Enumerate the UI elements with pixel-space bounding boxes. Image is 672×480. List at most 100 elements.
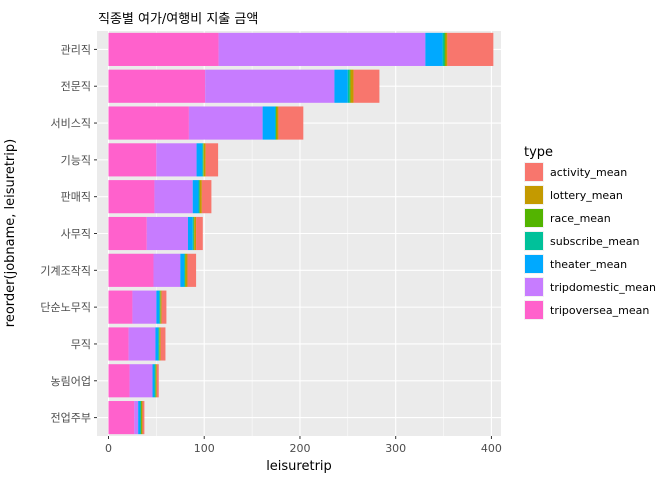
legend-swatch xyxy=(525,163,543,181)
bar-segment-activity_mean xyxy=(353,69,380,103)
legend-label: subscribe_mean xyxy=(550,235,640,248)
bar-segment-tripdomestic_mean xyxy=(154,180,193,214)
y-tick-label: 기능직 xyxy=(61,154,91,167)
bar-segment-subscribe_mean xyxy=(154,364,156,398)
bar-segment-activity_mean xyxy=(196,216,203,251)
bar-segment-tripdomestic_mean xyxy=(205,69,335,103)
bar-segment-activity_mean xyxy=(187,253,197,287)
bar-segment-subscribe_mean xyxy=(442,32,445,66)
bar-segment-activity_mean xyxy=(160,327,166,361)
bar-segment-tripoversea_mean xyxy=(108,253,154,287)
legend-swatch xyxy=(525,232,543,250)
y-tick-label: 전문직 xyxy=(61,80,91,93)
bar-segment-tripdomestic_mean xyxy=(129,364,153,398)
bar-segment-tripoversea_mean xyxy=(108,290,133,324)
y-tick-label: 전업주부 xyxy=(51,412,91,425)
bar-segment-tripdomestic_mean xyxy=(218,32,426,66)
bar-segment-tripoversea_mean xyxy=(108,69,206,103)
y-tick-label: 무직 xyxy=(71,338,91,351)
x-tick-label: 300 xyxy=(385,442,406,455)
bar-segment-lottery_mean xyxy=(185,253,188,287)
bar-segment-tripdomestic_mean xyxy=(188,106,263,140)
bar-segment-tripdomestic_mean xyxy=(146,216,188,251)
chart-title: 직종별 여가/여행비 지출 금액 xyxy=(98,11,258,27)
bar-segment-lottery_mean xyxy=(350,69,354,103)
bar-segment-subscribe_mean xyxy=(192,216,194,251)
legend-label: tripdomestic_mean xyxy=(550,281,656,294)
legend-swatch xyxy=(525,278,543,296)
y-axis-title: reorder(jobname, leisuretrip) xyxy=(3,139,18,327)
bar-segment-theater_mean xyxy=(192,180,199,214)
bar-segment-subscribe_mean xyxy=(347,69,350,103)
bar-segment-lottery_mean xyxy=(203,143,206,177)
bar-segment-race_mean xyxy=(444,32,446,66)
bar-segment-theater_mean xyxy=(155,327,159,361)
legend: type activity_mean lottery_mean race_means… xyxy=(524,145,656,320)
y-tick-label: 판매직 xyxy=(61,191,91,204)
bar-segment-activity_mean xyxy=(142,401,145,435)
bar-segment-theater_mean xyxy=(262,106,276,140)
bar-segment-tripdomestic_mean xyxy=(134,401,139,435)
bar-segment-tripdomestic_mean xyxy=(128,327,156,361)
bar-segment-lottery_mean xyxy=(159,327,161,361)
y-tick-label: 관리직 xyxy=(61,43,91,56)
legend-label: lottery_mean xyxy=(550,189,623,202)
x-axis-title: leisuretrip xyxy=(266,459,332,474)
bar-segment-activity_mean xyxy=(278,106,304,140)
bar-segment-subscribe_mean xyxy=(202,143,204,177)
bar-segment-theater_mean xyxy=(156,290,160,324)
bar-segment-activity_mean xyxy=(156,364,159,398)
legend-swatch xyxy=(525,209,543,227)
bar-segment-lottery_mean xyxy=(160,290,162,324)
bar-segment-tripoversea_mean xyxy=(108,143,157,177)
bar-segment-tripdomestic_mean xyxy=(132,290,157,324)
bar-segment-lottery_mean xyxy=(199,180,202,214)
bar-segment-lottery_mean xyxy=(155,364,157,398)
legend-swatch xyxy=(525,255,543,273)
bar-segment-theater_mean xyxy=(425,32,443,66)
bar-segment-theater_mean xyxy=(180,253,185,287)
bar-segment-theater_mean xyxy=(152,364,155,398)
bar-segment-theater_mean xyxy=(196,143,203,177)
bar-segment-subscribe_mean xyxy=(159,290,161,324)
bar-segment-activity_mean xyxy=(201,180,212,214)
y-tick-label: 서비스직 xyxy=(51,117,91,130)
bar-segment-subscribe_mean xyxy=(140,401,142,435)
bar-segment-activity_mean xyxy=(447,32,494,66)
y-tick-label: 단순노무직 xyxy=(40,301,91,314)
legend-label: tripoversea_mean xyxy=(550,304,649,317)
x-tick-label: 200 xyxy=(289,442,310,455)
x-tick-label: 0 xyxy=(105,442,112,455)
y-tick-label: 기계조작직 xyxy=(40,264,91,277)
bar-segment-race_mean xyxy=(349,69,351,103)
bar-segment-lottery_mean xyxy=(276,106,279,140)
legend-swatch xyxy=(525,301,543,319)
bar-segment-lottery_mean xyxy=(194,216,197,251)
bar-segment-theater_mean xyxy=(334,69,348,103)
legend-label: theater_mean xyxy=(550,258,627,271)
y-tick-label: 농림어업 xyxy=(51,375,91,388)
bar-segment-tripoversea_mean xyxy=(108,180,155,214)
bar-segment-tripoversea_mean xyxy=(108,106,189,140)
bar-segment-theater_mean xyxy=(138,401,141,435)
bar-segment-tripoversea_mean xyxy=(108,32,219,66)
bar-segment-lottery_mean xyxy=(141,401,143,435)
x-axis-ticks: 0 100 200 300 400 xyxy=(105,436,502,455)
x-tick-label: 100 xyxy=(194,442,215,455)
bar-segment-activity_mean xyxy=(205,143,219,177)
bar-segment-activity_mean xyxy=(161,290,167,324)
legend-label: race_mean xyxy=(550,212,611,225)
bars xyxy=(108,32,494,435)
bar-segment-tripoversea_mean xyxy=(108,327,129,361)
bar-segment-tripdomestic_mean xyxy=(153,253,181,287)
bar-segment-tripoversea_mean xyxy=(108,364,130,398)
x-tick-label: 400 xyxy=(481,442,502,455)
legend-title: type xyxy=(524,145,553,160)
bar-segment-subscribe_mean xyxy=(158,327,160,361)
bar-segment-theater_mean xyxy=(187,216,193,251)
bar-segment-tripoversea_mean xyxy=(108,401,135,435)
legend-swatch xyxy=(525,186,543,204)
y-tick-label: 사무직 xyxy=(61,228,91,241)
